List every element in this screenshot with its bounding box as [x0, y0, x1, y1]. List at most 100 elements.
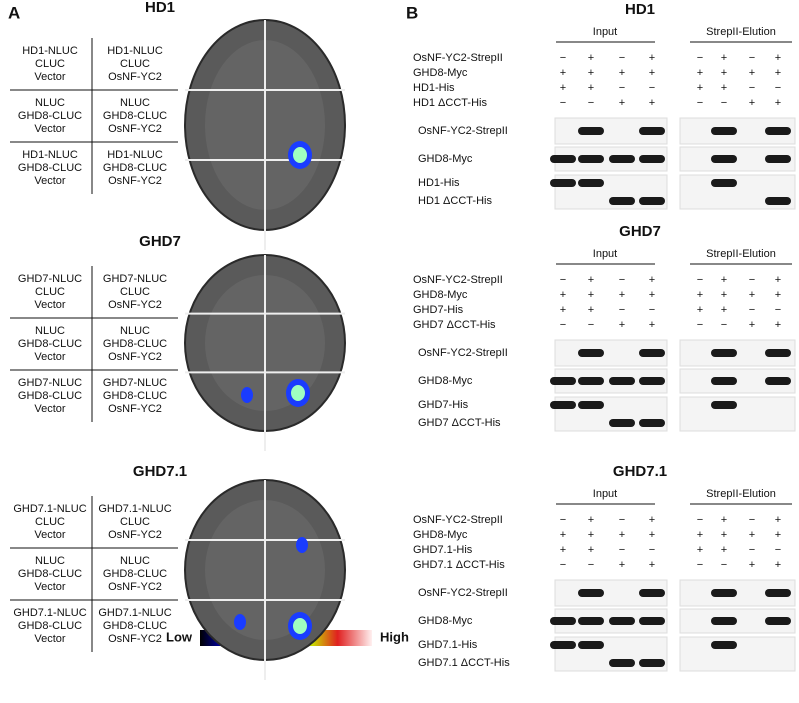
band — [609, 617, 635, 625]
signal-core — [293, 147, 307, 163]
band — [639, 589, 665, 597]
row-label: OsNF-YC2-StrepII — [413, 514, 503, 526]
group-label: Input — [593, 488, 617, 500]
sign: + — [619, 97, 625, 109]
sign: − — [588, 97, 594, 109]
band — [578, 401, 604, 409]
construct-label: NLUC — [120, 325, 150, 337]
row-label: GHD8-Myc — [413, 289, 468, 301]
band — [711, 589, 737, 597]
construct-label: CLUC — [120, 286, 150, 298]
band — [711, 641, 737, 649]
band — [578, 617, 604, 625]
band — [711, 349, 737, 357]
sign: + — [560, 544, 566, 556]
sign: − — [560, 52, 566, 64]
sign: + — [721, 52, 727, 64]
sign: − — [775, 82, 781, 94]
blot — [679, 396, 796, 432]
sign: − — [697, 559, 703, 571]
band — [578, 349, 604, 357]
sign: − — [775, 544, 781, 556]
sign: + — [649, 559, 655, 571]
group-label: Input — [593, 26, 617, 38]
band — [578, 377, 604, 385]
band — [765, 197, 791, 205]
sign: + — [775, 559, 781, 571]
blot — [679, 636, 796, 672]
sign: + — [775, 67, 781, 79]
sign: − — [749, 52, 755, 64]
construct-label: Vector — [34, 123, 66, 135]
sign: + — [588, 52, 594, 64]
row-label: HD1-His — [413, 82, 455, 94]
sign: − — [619, 544, 625, 556]
band — [765, 155, 791, 163]
sign: − — [619, 82, 625, 94]
row-label: GHD7-His — [413, 304, 464, 316]
sign: + — [649, 514, 655, 526]
construct-label: GHD8-CLUC — [103, 338, 167, 350]
sign: + — [649, 319, 655, 331]
sign: + — [588, 544, 594, 556]
group-label: Input — [593, 248, 617, 260]
construct-label: GHD7-NLUC — [18, 377, 82, 389]
sign: + — [775, 274, 781, 286]
sign: + — [749, 67, 755, 79]
band — [765, 349, 791, 357]
construct-label: NLUC — [120, 555, 150, 567]
construct-label: GHD8-CLUC — [18, 338, 82, 350]
blot-label: GHD7.1-His — [418, 639, 478, 651]
sign: − — [588, 319, 594, 331]
sign: + — [619, 529, 625, 541]
sign: − — [749, 514, 755, 526]
band — [550, 401, 576, 409]
sign: − — [697, 319, 703, 331]
group-label: StrepII-Elution — [706, 488, 776, 500]
construct-label: GHD8-CLUC — [103, 162, 167, 174]
sign: − — [649, 82, 655, 94]
construct-label: GHD8-CLUC — [18, 390, 82, 402]
sign: − — [749, 304, 755, 316]
blot-label: OsNF-YC2-StrepII — [418, 587, 508, 599]
construct-label: NLUC — [120, 97, 150, 109]
construct-label: Vector — [34, 299, 66, 311]
band — [578, 179, 604, 187]
sign: + — [721, 529, 727, 541]
sign: + — [749, 319, 755, 331]
construct-label: OsNF-YC2 — [108, 71, 162, 83]
sign: + — [588, 274, 594, 286]
band — [550, 641, 576, 649]
band — [639, 617, 665, 625]
band — [609, 155, 635, 163]
construct-label: CLUC — [120, 58, 150, 70]
sign: − — [649, 304, 655, 316]
band — [578, 589, 604, 597]
sign: − — [560, 514, 566, 526]
sign: + — [588, 289, 594, 301]
blot-label: HD1 ΔCCT-His — [418, 195, 492, 207]
sign: + — [749, 289, 755, 301]
construct-label: GHD8-CLUC — [18, 162, 82, 174]
sign: + — [560, 82, 566, 94]
construct-label: Vector — [34, 351, 66, 363]
row-label: GHD8-Myc — [413, 67, 468, 79]
section-title: HD1 — [145, 0, 175, 16]
band — [609, 659, 635, 667]
band — [578, 641, 604, 649]
sign: + — [697, 529, 703, 541]
sign: − — [619, 274, 625, 286]
group-label: StrepII-Elution — [706, 26, 776, 38]
row-label: HD1 ΔCCT-His — [413, 97, 487, 109]
sign: + — [649, 529, 655, 541]
legend-high: High — [380, 629, 409, 644]
sign: + — [560, 67, 566, 79]
blot-label: OsNF-YC2-StrepII — [418, 125, 508, 137]
blot — [679, 608, 796, 634]
sign: + — [697, 67, 703, 79]
construct-label: GHD7-NLUC — [103, 273, 167, 285]
band — [639, 377, 665, 385]
band — [711, 401, 737, 409]
band — [711, 617, 737, 625]
sign: + — [588, 82, 594, 94]
